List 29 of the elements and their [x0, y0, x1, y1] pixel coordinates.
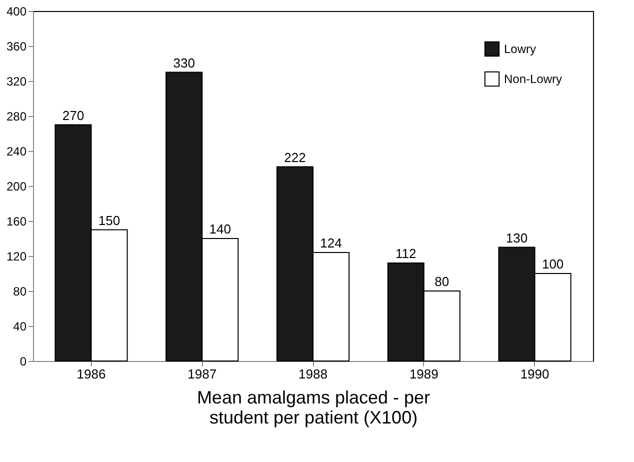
legend-label: Non-Lowry: [504, 72, 562, 86]
data-label: 80: [434, 274, 450, 289]
x-axis-title: Mean amalgams placed - per student per patient (X100): [196, 388, 430, 428]
x-tick-label: 1987: [188, 366, 217, 382]
legend-label: Lowry: [504, 42, 536, 56]
y-tick-label: 360: [6, 40, 27, 54]
y-tick-label: 80: [13, 284, 27, 298]
y-tick-label: 400: [6, 4, 27, 18]
y-tick-label: 0: [20, 354, 27, 368]
data-label: 150: [98, 212, 120, 228]
y-tick-label: 240: [6, 144, 27, 158]
x-tick-label: 1989: [409, 366, 438, 382]
x-tick-label: 1986: [76, 366, 106, 382]
data-label: 130: [506, 230, 528, 246]
y-tick-label: 280: [6, 110, 27, 124]
x-tick-label: 1988: [298, 366, 328, 382]
y-tick-label: 160: [6, 214, 27, 228]
data-label: 112: [396, 246, 416, 261]
data-label: 270: [62, 108, 84, 123]
data-label: 330: [173, 55, 195, 70]
data-label: 124: [320, 236, 342, 250]
data-label: 100: [542, 256, 564, 272]
y-tick-label: 320: [6, 74, 27, 88]
y-tick-label: 200: [6, 180, 27, 194]
y-tick-label: 40: [13, 320, 27, 334]
x-tick-label: 1990: [520, 366, 550, 382]
y-tick-label: 120: [6, 250, 27, 264]
data-label: 140: [209, 222, 231, 236]
data-label: 222: [284, 150, 306, 165]
